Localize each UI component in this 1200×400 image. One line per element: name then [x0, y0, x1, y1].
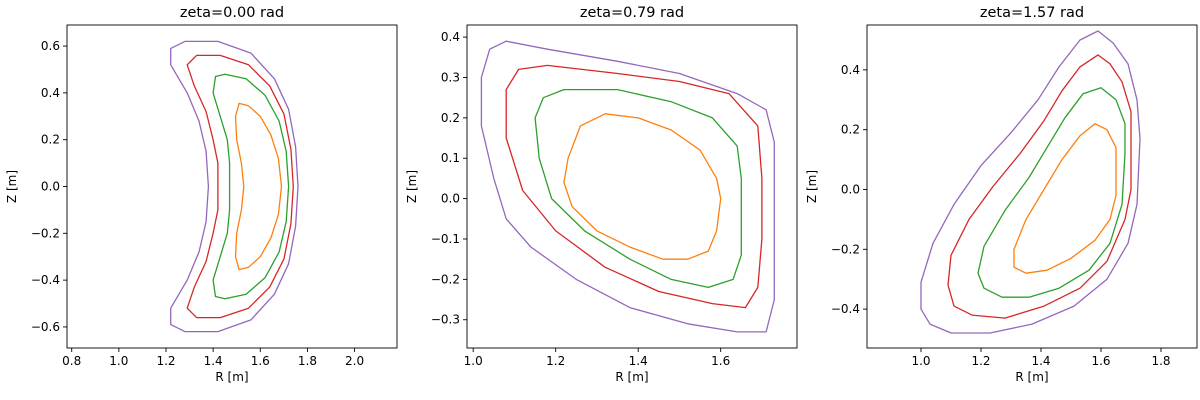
x-tick-label: 1.0 — [464, 354, 483, 368]
subplot-1: 0.8 1.0 1.2 1.4 1.6 1.8 2.0 −0.6 −0.4 −0.2 0.0 0.2 0… — [5, 5, 398, 384]
x-axis-label: R [m] — [1015, 370, 1048, 384]
x-axis-label: R [m] — [615, 370, 648, 384]
flux-surface-2 — [212, 73, 290, 300]
y-tick-label: 0.4 — [441, 30, 460, 44]
y-tick-label: −0.4 — [31, 273, 60, 287]
flux-surface-4 — [170, 40, 299, 333]
y-axis-label: Z [m] — [5, 170, 19, 203]
subplot-2: 1.0 1.2 1.4 1.6 −0.3 −0.2 −0.1 0.0 0.1 0.2 0.3 0.4 z… — [405, 5, 798, 384]
x-tick-label: 1.8 — [1151, 354, 1170, 368]
y-tick-label: 0.6 — [41, 39, 60, 53]
subplot-3: 1.0 1.2 1.4 1.6 1.8 −0.4 −0.2 0.0 0.2 0.4 zeta=1.5… — [805, 5, 1198, 384]
flux-surface-1 — [563, 113, 722, 260]
x-tick-label: 1.2 — [156, 354, 175, 368]
y-axis-label: Z [m] — [405, 170, 419, 203]
flux-surface-3 — [947, 54, 1132, 319]
chart-title: zeta=1.57 rad — [980, 5, 1084, 21]
y-tick-label: 0.3 — [441, 70, 460, 84]
x-tick-label: 1.4 — [1031, 354, 1050, 368]
flux-surface-1 — [1013, 123, 1117, 274]
flux-surface-2 — [977, 87, 1126, 298]
x-tick-label: 1.0 — [109, 354, 128, 368]
chart-title: zeta=0.79 rad — [580, 5, 684, 21]
flux-surface-2 — [534, 88, 742, 289]
x-tick-label: 1.2 — [546, 354, 565, 368]
x-tick-label: 1.2 — [971, 354, 990, 368]
y-tick-label: −0.4 — [831, 302, 860, 316]
x-tick-label: 1.4 — [629, 354, 648, 368]
y-tick-label: −0.2 — [831, 242, 860, 256]
y-tick-label: 0.2 — [841, 123, 860, 137]
y-tick-label: −0.1 — [431, 232, 460, 246]
plot-frame — [66, 24, 398, 349]
x-axis-label: R [m] — [215, 370, 248, 384]
x-tick-label: 0.8 — [62, 354, 81, 368]
x-tick-label: 1.8 — [298, 354, 317, 368]
y-tick-label: 0.0 — [41, 180, 60, 194]
y-tick-label: 0.0 — [841, 182, 860, 196]
flux-surface-4 — [480, 40, 775, 333]
y-tick-label: −0.2 — [431, 272, 460, 286]
x-tick-label: 1.6 — [251, 354, 270, 368]
flux-surface-1 — [234, 102, 283, 271]
x-tick-label: 1.6 — [1091, 354, 1110, 368]
x-tick-label: 1.6 — [711, 354, 730, 368]
x-tick-label: 1.4 — [204, 354, 223, 368]
plot-frame — [466, 24, 798, 349]
chart-title: zeta=0.00 rad — [180, 5, 284, 21]
x-tick-label: 2.0 — [345, 354, 364, 368]
flux-surface-4 — [920, 30, 1141, 334]
plot-frame — [866, 24, 1198, 349]
y-tick-label: −0.3 — [431, 313, 460, 327]
y-tick-label: 0.2 — [41, 133, 60, 147]
flux-surface-3 — [505, 64, 763, 309]
y-tick-label: −0.6 — [31, 320, 60, 334]
y-tick-label: −0.2 — [31, 226, 60, 240]
x-tick-label: 1.0 — [911, 354, 930, 368]
y-tick-label: 0.4 — [41, 86, 60, 100]
flux-surface-3 — [186, 54, 294, 319]
y-tick-label: 0.2 — [441, 111, 460, 125]
y-tick-label: 0.4 — [841, 63, 860, 77]
y-tick-label: 0.1 — [441, 151, 460, 165]
y-tick-label: 0.0 — [441, 192, 460, 206]
y-axis-label: Z [m] — [805, 170, 819, 203]
